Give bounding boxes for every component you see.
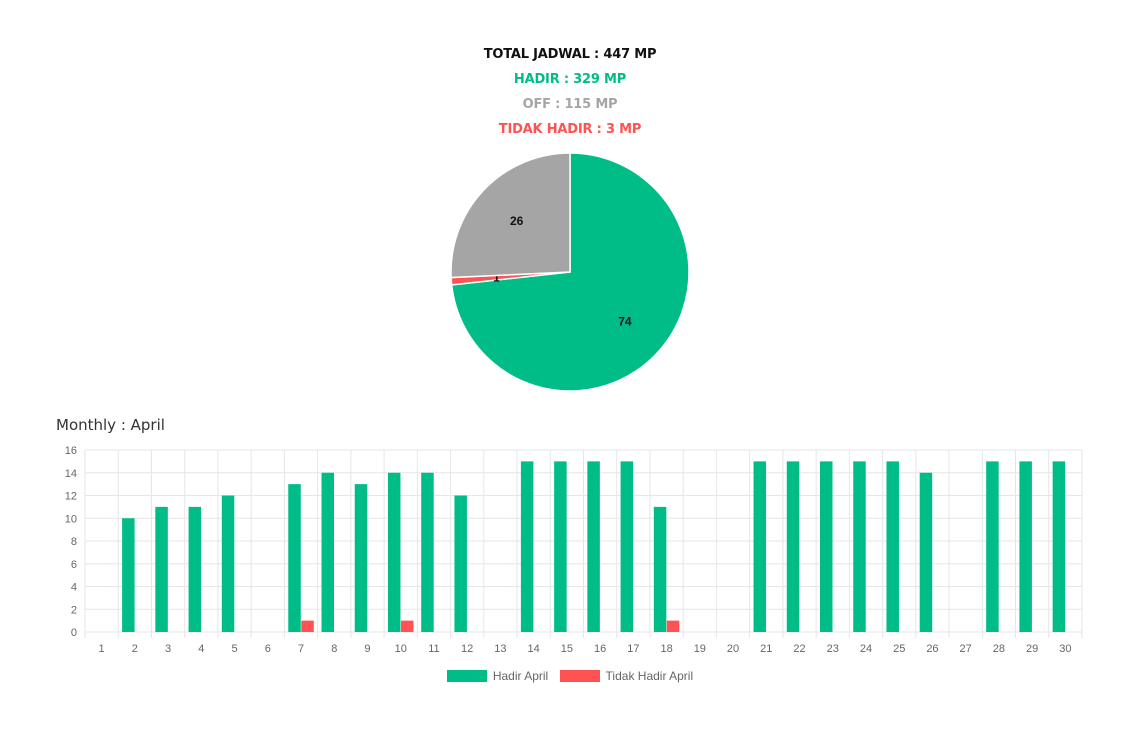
legend-item-hadir[interactable]: Hadir April xyxy=(446,668,549,684)
x-tick-label-4: 4 xyxy=(198,643,204,655)
pie-slice-label-2: 26 xyxy=(510,214,524,228)
x-tick-label-6: 6 xyxy=(265,643,271,655)
bar-hadir-10[interactable] xyxy=(387,472,401,632)
bar-hadir-8[interactable] xyxy=(321,472,335,632)
legend-swatch-hadir xyxy=(446,670,487,683)
x-tick-label-9: 9 xyxy=(364,643,370,655)
x-tick-label-19: 19 xyxy=(694,643,706,655)
x-tick-label-23: 23 xyxy=(827,643,839,655)
bar-tidak-hadir-7[interactable] xyxy=(301,620,314,632)
y-tick-label-5: 10 xyxy=(65,513,77,525)
x-tick-label-2: 2 xyxy=(132,643,138,655)
x-tick-label-3: 3 xyxy=(165,643,171,655)
bar-hadir-26[interactable] xyxy=(919,472,933,632)
y-tick-label-2: 4 xyxy=(71,582,77,594)
x-tick-label-8: 8 xyxy=(331,643,337,655)
bar-hadir-24[interactable] xyxy=(853,461,866,632)
y-tick-label-7: 14 xyxy=(65,468,77,480)
bar-hadir-14[interactable] xyxy=(520,461,534,632)
bar-hadir-4[interactable] xyxy=(188,506,202,632)
bar-tidak-hadir-10[interactable] xyxy=(400,620,414,632)
attendance-summary: TOTAL JADWAL : 447 MP HADIR : 329 MP OFF… xyxy=(0,42,1140,142)
bar-hadir-23[interactable] xyxy=(820,461,833,632)
legend-label-tidak-hadir: Tidak Hadir April xyxy=(605,669,694,684)
x-tick-label-27: 27 xyxy=(960,643,972,655)
x-tick-label-28: 28 xyxy=(993,643,1005,655)
x-tick-label-11: 11 xyxy=(428,643,439,655)
y-tick-label-1: 2 xyxy=(71,604,77,616)
legend-label-hadir: Hadir April xyxy=(492,669,549,684)
bar-hadir-17[interactable] xyxy=(620,461,634,632)
x-tick-label-7: 7 xyxy=(298,643,304,655)
bar-hadir-29[interactable] xyxy=(1019,461,1032,632)
x-tick-label-18: 18 xyxy=(660,643,672,655)
bar-hadir-30[interactable] xyxy=(1052,461,1066,632)
x-tick-label-1: 1 xyxy=(99,643,105,655)
attendance-pie-chart: 74 1 26 xyxy=(450,152,690,392)
bar-hadir-11[interactable] xyxy=(421,472,434,632)
x-tick-label-24: 24 xyxy=(860,643,872,655)
x-tick-label-20: 20 xyxy=(727,643,739,655)
bar-hadir-16[interactable] xyxy=(587,461,600,632)
x-tick-label-22: 22 xyxy=(793,643,805,655)
x-tick-label-10: 10 xyxy=(395,643,407,655)
bar-hadir-15[interactable] xyxy=(554,461,567,632)
off-count-text: OFF : 115 MP xyxy=(522,97,618,112)
absent-count-text: TIDAK HADIR : 3 MP xyxy=(498,122,642,137)
pie-slice-label-0: 74 xyxy=(618,314,632,328)
x-tick-label-5: 5 xyxy=(231,643,237,655)
total-schedule-text: TOTAL JADWAL : 447 MP xyxy=(483,47,657,62)
bar-hadir-9[interactable] xyxy=(354,484,368,632)
x-tick-label-17: 17 xyxy=(627,643,639,655)
y-tick-label-6: 12 xyxy=(65,491,77,503)
pie-slice-label-1: 1 xyxy=(493,271,500,285)
bar-hadir-3[interactable] xyxy=(155,506,168,632)
chart-legend: Hadir April Tidak Hadir April xyxy=(0,668,1140,683)
x-tick-label-26: 26 xyxy=(926,643,938,655)
x-tick-label-30: 30 xyxy=(1059,643,1071,655)
x-tick-label-12: 12 xyxy=(461,643,473,655)
x-tick-label-16: 16 xyxy=(594,643,606,655)
bar-tidak-hadir-18[interactable] xyxy=(666,620,680,632)
bar-hadir-12[interactable] xyxy=(454,495,467,633)
bar-hadir-18[interactable] xyxy=(653,506,667,632)
y-tick-label-4: 8 xyxy=(71,536,77,548)
x-tick-label-29: 29 xyxy=(1026,643,1038,655)
x-tick-label-25: 25 xyxy=(893,643,905,655)
y-tick-label-0: 0 xyxy=(71,627,77,639)
x-tick-label-15: 15 xyxy=(561,643,573,655)
present-count-text: HADIR : 329 MP xyxy=(513,72,627,87)
legend-swatch-tidak-hadir xyxy=(559,670,600,683)
bar-hadir-28[interactable] xyxy=(986,461,999,632)
bar-hadir-21[interactable] xyxy=(753,461,767,632)
x-tick-label-14: 14 xyxy=(528,643,540,655)
bar-hadir-7[interactable] xyxy=(288,484,301,632)
pie-slice-2[interactable] xyxy=(450,152,571,279)
monthly-title: Monthly : April xyxy=(56,416,165,434)
legend-item-tidak-hadir[interactable]: Tidak Hadir April xyxy=(559,668,694,684)
x-tick-label-21: 21 xyxy=(760,643,772,655)
y-tick-label-8: 16 xyxy=(65,445,77,457)
y-tick-label-3: 6 xyxy=(71,559,77,571)
x-tick-label-13: 13 xyxy=(494,643,506,655)
bar-hadir-25[interactable] xyxy=(886,461,899,632)
bar-hadir-5[interactable] xyxy=(221,495,235,633)
bar-hadir-2[interactable] xyxy=(122,518,135,632)
bar-hadir-22[interactable] xyxy=(786,461,800,632)
